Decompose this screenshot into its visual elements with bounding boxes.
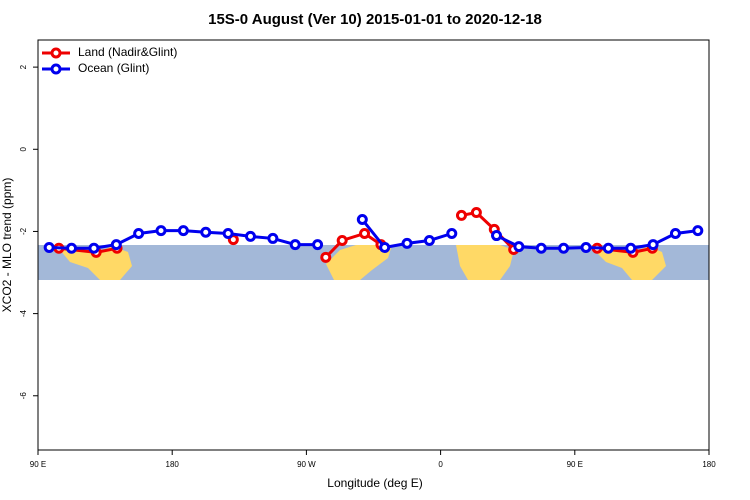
y-axis-label: XCO2 - MLO trend (ppm): [0, 178, 14, 313]
data-point: [43, 241, 55, 253]
data-point: [312, 239, 324, 251]
x-tick-label: 0: [438, 460, 443, 469]
data-point: [580, 241, 592, 253]
data-point: [558, 242, 570, 254]
data-point: [423, 234, 435, 246]
plot-frame: [37, 39, 710, 451]
data-point: [267, 232, 279, 244]
legend-marker: [50, 63, 62, 75]
data-point: [66, 242, 78, 254]
data-point: [244, 230, 256, 242]
data-point: [470, 207, 482, 219]
x-tick-label: 90 E: [30, 460, 46, 469]
data-point: [110, 239, 122, 251]
x-tick-label: 180: [166, 460, 180, 469]
y-tick-label: -2: [19, 227, 28, 235]
data-point: [177, 225, 189, 237]
data-point: [625, 242, 637, 254]
x-tick-label: 90 W: [297, 460, 316, 469]
x-tick-label: 90 E: [567, 460, 583, 469]
data-point: [446, 227, 458, 239]
data-point: [401, 237, 413, 249]
legend-label: Land (Nadir&Glint): [78, 45, 177, 59]
land-shape: [456, 245, 514, 280]
y-tick-label: -6: [19, 392, 28, 400]
data-point: [359, 227, 371, 239]
x-tick-label: 180: [702, 460, 716, 469]
x-axis-label: Longitude (deg E): [327, 476, 422, 490]
legend-marker: [50, 47, 62, 59]
land-shape: [326, 245, 392, 280]
y-tick-label: 2: [19, 64, 28, 69]
land-shape: [60, 246, 132, 280]
data-point: [155, 225, 167, 237]
data-point: [356, 214, 368, 226]
data-point: [320, 251, 332, 263]
legend-label: Ocean (Glint): [78, 61, 149, 75]
chart-title: 15S-0 August (Ver 10) 2015-01-01 to 2020…: [208, 11, 542, 28]
data-point: [535, 242, 547, 254]
land-shape: [594, 246, 666, 280]
data-point: [647, 239, 659, 251]
data-point: [379, 241, 391, 253]
data-point: [289, 239, 301, 251]
data-point: [602, 242, 614, 254]
data-point: [513, 241, 525, 253]
data-point: [336, 234, 348, 246]
data-point: [692, 225, 704, 237]
y-tick-label: 0: [19, 147, 28, 152]
data-point: [133, 227, 145, 239]
data-point: [491, 230, 503, 242]
data-point: [455, 209, 467, 221]
y-tick-label: -4: [19, 310, 28, 318]
data-point: [88, 242, 100, 254]
data-point: [669, 227, 681, 239]
data-point: [200, 226, 212, 238]
data-point: [222, 227, 234, 239]
